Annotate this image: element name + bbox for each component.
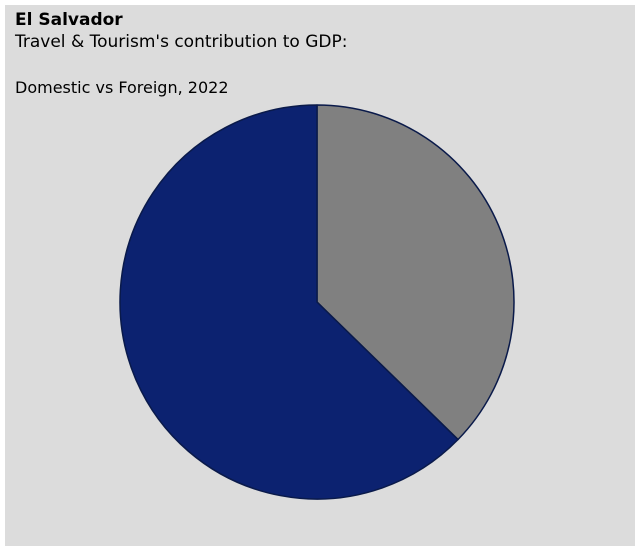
pie-slice-foreign: [316, 104, 515, 441]
pie-chart: [119, 104, 515, 500]
chart-subtitle-period: Domestic vs Foreign, 2022: [15, 78, 229, 97]
pie-slice-domestic: [119, 104, 459, 500]
chart-title: El Salvador: [15, 10, 123, 30]
chart-card: El Salvador Travel & Tourism's contribut…: [5, 5, 635, 546]
chart-subtitle: Travel & Tourism's contribution to GDP:: [15, 32, 348, 52]
